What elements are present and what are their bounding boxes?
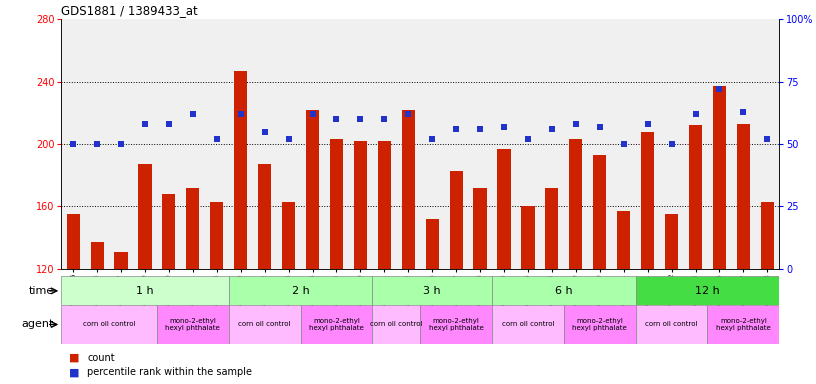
Point — [330, 116, 343, 122]
Point — [665, 141, 678, 147]
Bar — [593, 155, 606, 269]
Bar — [162, 194, 175, 269]
Bar — [91, 242, 104, 269]
Point — [162, 121, 175, 127]
Text: agent: agent — [22, 319, 54, 329]
Text: mono-2-ethyl
hexyl phthalate: mono-2-ethyl hexyl phthalate — [309, 318, 364, 331]
Bar — [228, 305, 300, 344]
Point — [186, 111, 199, 117]
Bar — [234, 71, 247, 269]
Bar — [401, 110, 415, 269]
Bar — [545, 188, 558, 269]
Text: corn oil control: corn oil control — [502, 321, 554, 328]
Bar — [157, 305, 228, 344]
Bar — [354, 141, 367, 269]
Bar — [636, 276, 779, 305]
Point — [306, 111, 319, 117]
Bar — [636, 305, 707, 344]
Point — [234, 111, 247, 117]
Bar — [61, 276, 228, 305]
Bar — [282, 202, 295, 269]
Text: time: time — [29, 286, 54, 296]
Point — [641, 121, 654, 127]
Bar — [492, 305, 564, 344]
Bar — [521, 207, 534, 269]
Text: mono-2-ethyl
hexyl phthalate: mono-2-ethyl hexyl phthalate — [166, 318, 220, 331]
Point — [258, 129, 271, 135]
Text: GDS1881 / 1389433_at: GDS1881 / 1389433_at — [61, 3, 198, 17]
Bar — [61, 305, 157, 344]
Text: count: count — [87, 353, 115, 363]
Bar — [492, 276, 636, 305]
Bar — [258, 164, 271, 269]
Bar — [186, 188, 199, 269]
Text: 3 h: 3 h — [424, 286, 441, 296]
Bar — [689, 125, 702, 269]
Point — [426, 136, 439, 142]
Bar — [330, 139, 343, 269]
Text: 6 h: 6 h — [555, 286, 573, 296]
Point — [593, 124, 606, 130]
Bar — [114, 252, 127, 269]
Bar — [450, 170, 463, 269]
Text: mono-2-ethyl
hexyl phthalate: mono-2-ethyl hexyl phthalate — [572, 318, 628, 331]
Point — [91, 141, 104, 147]
Point — [354, 116, 367, 122]
Point — [139, 121, 152, 127]
Point — [617, 141, 630, 147]
Point — [378, 116, 391, 122]
Bar — [473, 188, 486, 269]
Text: ■: ■ — [69, 367, 80, 377]
Bar — [300, 305, 372, 344]
Bar — [211, 202, 224, 269]
Bar — [665, 214, 678, 269]
Bar — [372, 276, 492, 305]
Point — [689, 111, 702, 117]
Point — [67, 141, 80, 147]
Point — [401, 111, 415, 117]
Text: mono-2-ethyl
hexyl phthalate: mono-2-ethyl hexyl phthalate — [716, 318, 771, 331]
Text: corn oil control: corn oil control — [645, 321, 698, 328]
Bar — [306, 110, 319, 269]
Text: corn oil control: corn oil control — [370, 321, 423, 328]
Text: 1 h: 1 h — [136, 286, 153, 296]
Text: corn oil control: corn oil control — [238, 321, 291, 328]
Bar — [372, 305, 420, 344]
Point — [713, 86, 726, 92]
Bar — [713, 86, 726, 269]
Point — [521, 136, 534, 142]
Bar — [570, 139, 583, 269]
Bar — [641, 132, 654, 269]
Text: ■: ■ — [69, 353, 80, 363]
Bar — [378, 141, 391, 269]
Bar — [761, 202, 774, 269]
Point — [282, 136, 295, 142]
Bar — [737, 124, 750, 269]
Bar — [707, 305, 779, 344]
Point — [450, 126, 463, 132]
Text: mono-2-ethyl
hexyl phthalate: mono-2-ethyl hexyl phthalate — [428, 318, 484, 331]
Point — [211, 136, 224, 142]
Text: percentile rank within the sample: percentile rank within the sample — [87, 367, 252, 377]
Point — [498, 124, 511, 130]
Bar — [498, 149, 511, 269]
Text: 12 h: 12 h — [695, 286, 720, 296]
Point — [545, 126, 558, 132]
Text: corn oil control: corn oil control — [82, 321, 135, 328]
Text: 2 h: 2 h — [291, 286, 309, 296]
Bar — [139, 164, 152, 269]
Bar — [617, 211, 630, 269]
Point — [570, 121, 583, 127]
Point — [761, 136, 774, 142]
Bar — [67, 214, 80, 269]
Point — [737, 109, 750, 115]
Point — [114, 141, 127, 147]
Bar — [564, 305, 636, 344]
Bar — [228, 276, 372, 305]
Point — [473, 126, 486, 132]
Bar — [426, 219, 439, 269]
Bar — [420, 305, 492, 344]
